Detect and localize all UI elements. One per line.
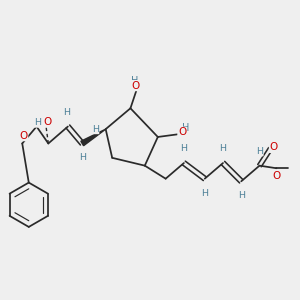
Text: H: H [92, 124, 99, 134]
Text: H: H [220, 144, 226, 153]
Text: H: H [256, 147, 263, 156]
Text: H: H [34, 118, 41, 127]
Text: H: H [63, 108, 70, 117]
Text: H: H [182, 123, 189, 133]
Text: O: O [131, 81, 140, 91]
Text: O: O [272, 171, 281, 181]
Text: O: O [269, 142, 278, 152]
Polygon shape [81, 129, 106, 146]
Text: O: O [178, 127, 186, 137]
Text: O: O [20, 131, 28, 141]
Text: H: H [180, 144, 188, 153]
Text: O: O [44, 117, 52, 127]
Text: H: H [131, 76, 138, 86]
Text: H: H [238, 191, 245, 200]
Text: H: H [201, 188, 208, 197]
Text: H: H [79, 153, 86, 162]
